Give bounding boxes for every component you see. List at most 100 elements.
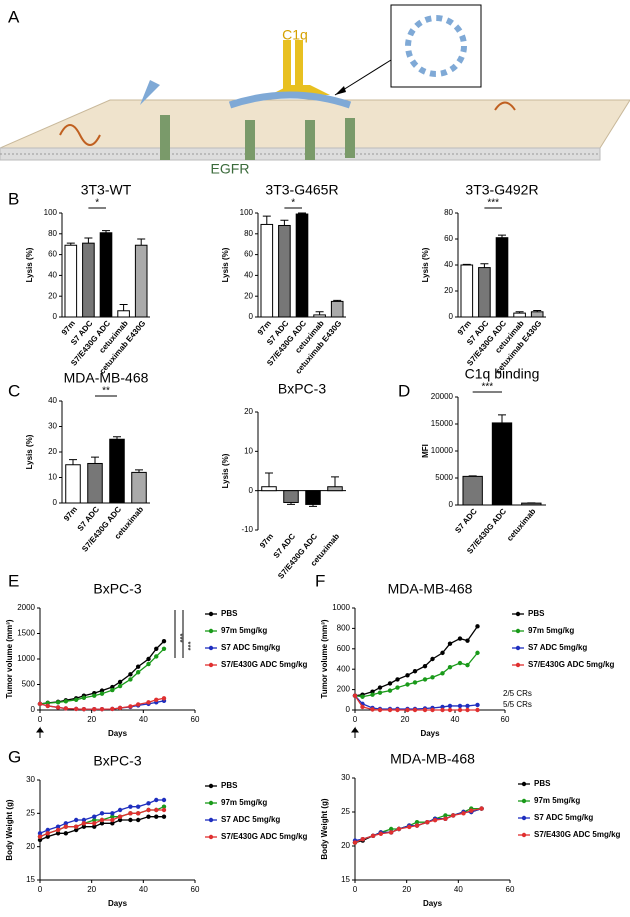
bar xyxy=(283,490,299,503)
data-point xyxy=(146,661,151,667)
panel-label: E xyxy=(8,571,19,590)
data-point xyxy=(161,696,167,701)
x-tick-label: 20 xyxy=(401,715,410,724)
y-axis-label: Lysis (%) xyxy=(221,453,230,488)
data-point xyxy=(388,830,394,835)
data-point xyxy=(37,834,43,839)
y-axis-label: Lysis (%) xyxy=(25,434,34,469)
data-point xyxy=(146,801,151,806)
annotation: 2/5 CRs xyxy=(503,689,532,698)
data-point xyxy=(81,821,87,826)
data-point xyxy=(352,693,358,698)
data-point xyxy=(99,821,105,826)
data-point xyxy=(55,705,61,710)
y-tick-label: 30 xyxy=(48,422,57,431)
legend-marker xyxy=(515,645,521,651)
data-point xyxy=(99,707,105,712)
bar xyxy=(82,242,95,318)
legend-marker xyxy=(208,834,214,840)
y-axis-label: Tumor volume (mm³) xyxy=(5,619,14,698)
x-tick-label: 0 xyxy=(353,885,358,894)
data-point xyxy=(154,807,159,813)
y-tick-label: 0 xyxy=(249,312,254,321)
y-tick-label: 10 xyxy=(48,473,57,482)
data-point xyxy=(81,695,87,700)
y-tick-label: 5000 xyxy=(435,473,453,482)
chart-title: 3T3-G465R xyxy=(265,182,338,198)
legend-label: S7/E430G ADC 5mg/kg xyxy=(534,830,621,839)
data-point xyxy=(110,814,115,819)
y-tick-label: 15000 xyxy=(431,419,454,428)
data-point xyxy=(110,706,115,712)
data-point xyxy=(73,824,79,829)
error-bar xyxy=(480,263,489,268)
data-point xyxy=(154,646,159,651)
y-tick-label: 20 xyxy=(26,842,35,851)
error-bar xyxy=(331,476,339,487)
data-point xyxy=(81,707,87,712)
bar xyxy=(65,464,81,504)
data-point xyxy=(440,704,445,710)
bar xyxy=(313,314,326,318)
y-tick-label: 60 xyxy=(444,234,453,243)
data-point xyxy=(110,687,115,693)
legend-marker xyxy=(515,611,521,617)
y-tick-label: 0 xyxy=(53,498,58,507)
x-tick-label: 0 xyxy=(38,885,43,894)
data-point xyxy=(117,705,123,711)
data-point xyxy=(440,707,445,713)
error-bar xyxy=(298,212,306,215)
y-tick-label: 30 xyxy=(26,775,35,784)
data-point xyxy=(55,824,61,829)
data-point xyxy=(412,669,418,674)
significance-label: *** xyxy=(183,641,192,650)
data-point xyxy=(73,706,79,712)
c1q-label: C1q xyxy=(282,27,308,43)
x-tick-label: 60 xyxy=(191,715,200,724)
y-tick-label: 1500 xyxy=(17,629,35,638)
data-point xyxy=(110,811,115,816)
legend-label: PBS xyxy=(221,781,238,790)
legend-label: PBS xyxy=(528,609,545,618)
legend-marker xyxy=(208,783,214,789)
data-point xyxy=(45,827,50,833)
y-tick-label: 40 xyxy=(48,271,57,280)
significance-label: * xyxy=(291,198,295,209)
data-point xyxy=(430,656,435,662)
error-bar xyxy=(265,472,273,487)
data-point xyxy=(387,681,393,686)
y-tick-label: 10000 xyxy=(431,446,454,455)
data-point xyxy=(73,817,79,823)
y-tick-label: 20 xyxy=(244,291,253,300)
y-tick-label: 20 xyxy=(341,841,350,850)
data-point xyxy=(161,814,167,819)
y-tick-label: 1000 xyxy=(332,603,350,612)
data-point xyxy=(370,707,375,712)
x-tick-label: 60 xyxy=(191,885,200,894)
y-tick-label: 400 xyxy=(337,664,351,673)
x-tick-label: 20 xyxy=(87,885,96,894)
y-tick-label: 100 xyxy=(44,208,58,217)
data-point xyxy=(63,831,69,836)
data-point xyxy=(55,827,61,833)
bar xyxy=(462,475,483,506)
y-axis-label: Lysis (%) xyxy=(25,247,34,282)
data-point xyxy=(457,703,463,709)
data-point xyxy=(378,831,384,836)
data-point xyxy=(55,831,61,836)
bar xyxy=(295,213,309,318)
chart-title: 3T3-G492R xyxy=(465,182,538,198)
data-point xyxy=(465,707,470,713)
data-point xyxy=(388,826,394,832)
bar xyxy=(521,502,542,506)
panel-label: F xyxy=(315,571,325,590)
y-tick-label: 0 xyxy=(449,500,454,509)
legend-label: S7 ADC 5mg/kg xyxy=(221,815,280,824)
error-bar xyxy=(137,238,146,246)
data-point xyxy=(461,811,466,816)
legend-label: S7 ADC 5mg/kg xyxy=(221,643,280,652)
data-point xyxy=(377,690,383,695)
data-point xyxy=(370,689,375,694)
legend-marker xyxy=(515,662,521,668)
error-bar xyxy=(315,311,324,315)
